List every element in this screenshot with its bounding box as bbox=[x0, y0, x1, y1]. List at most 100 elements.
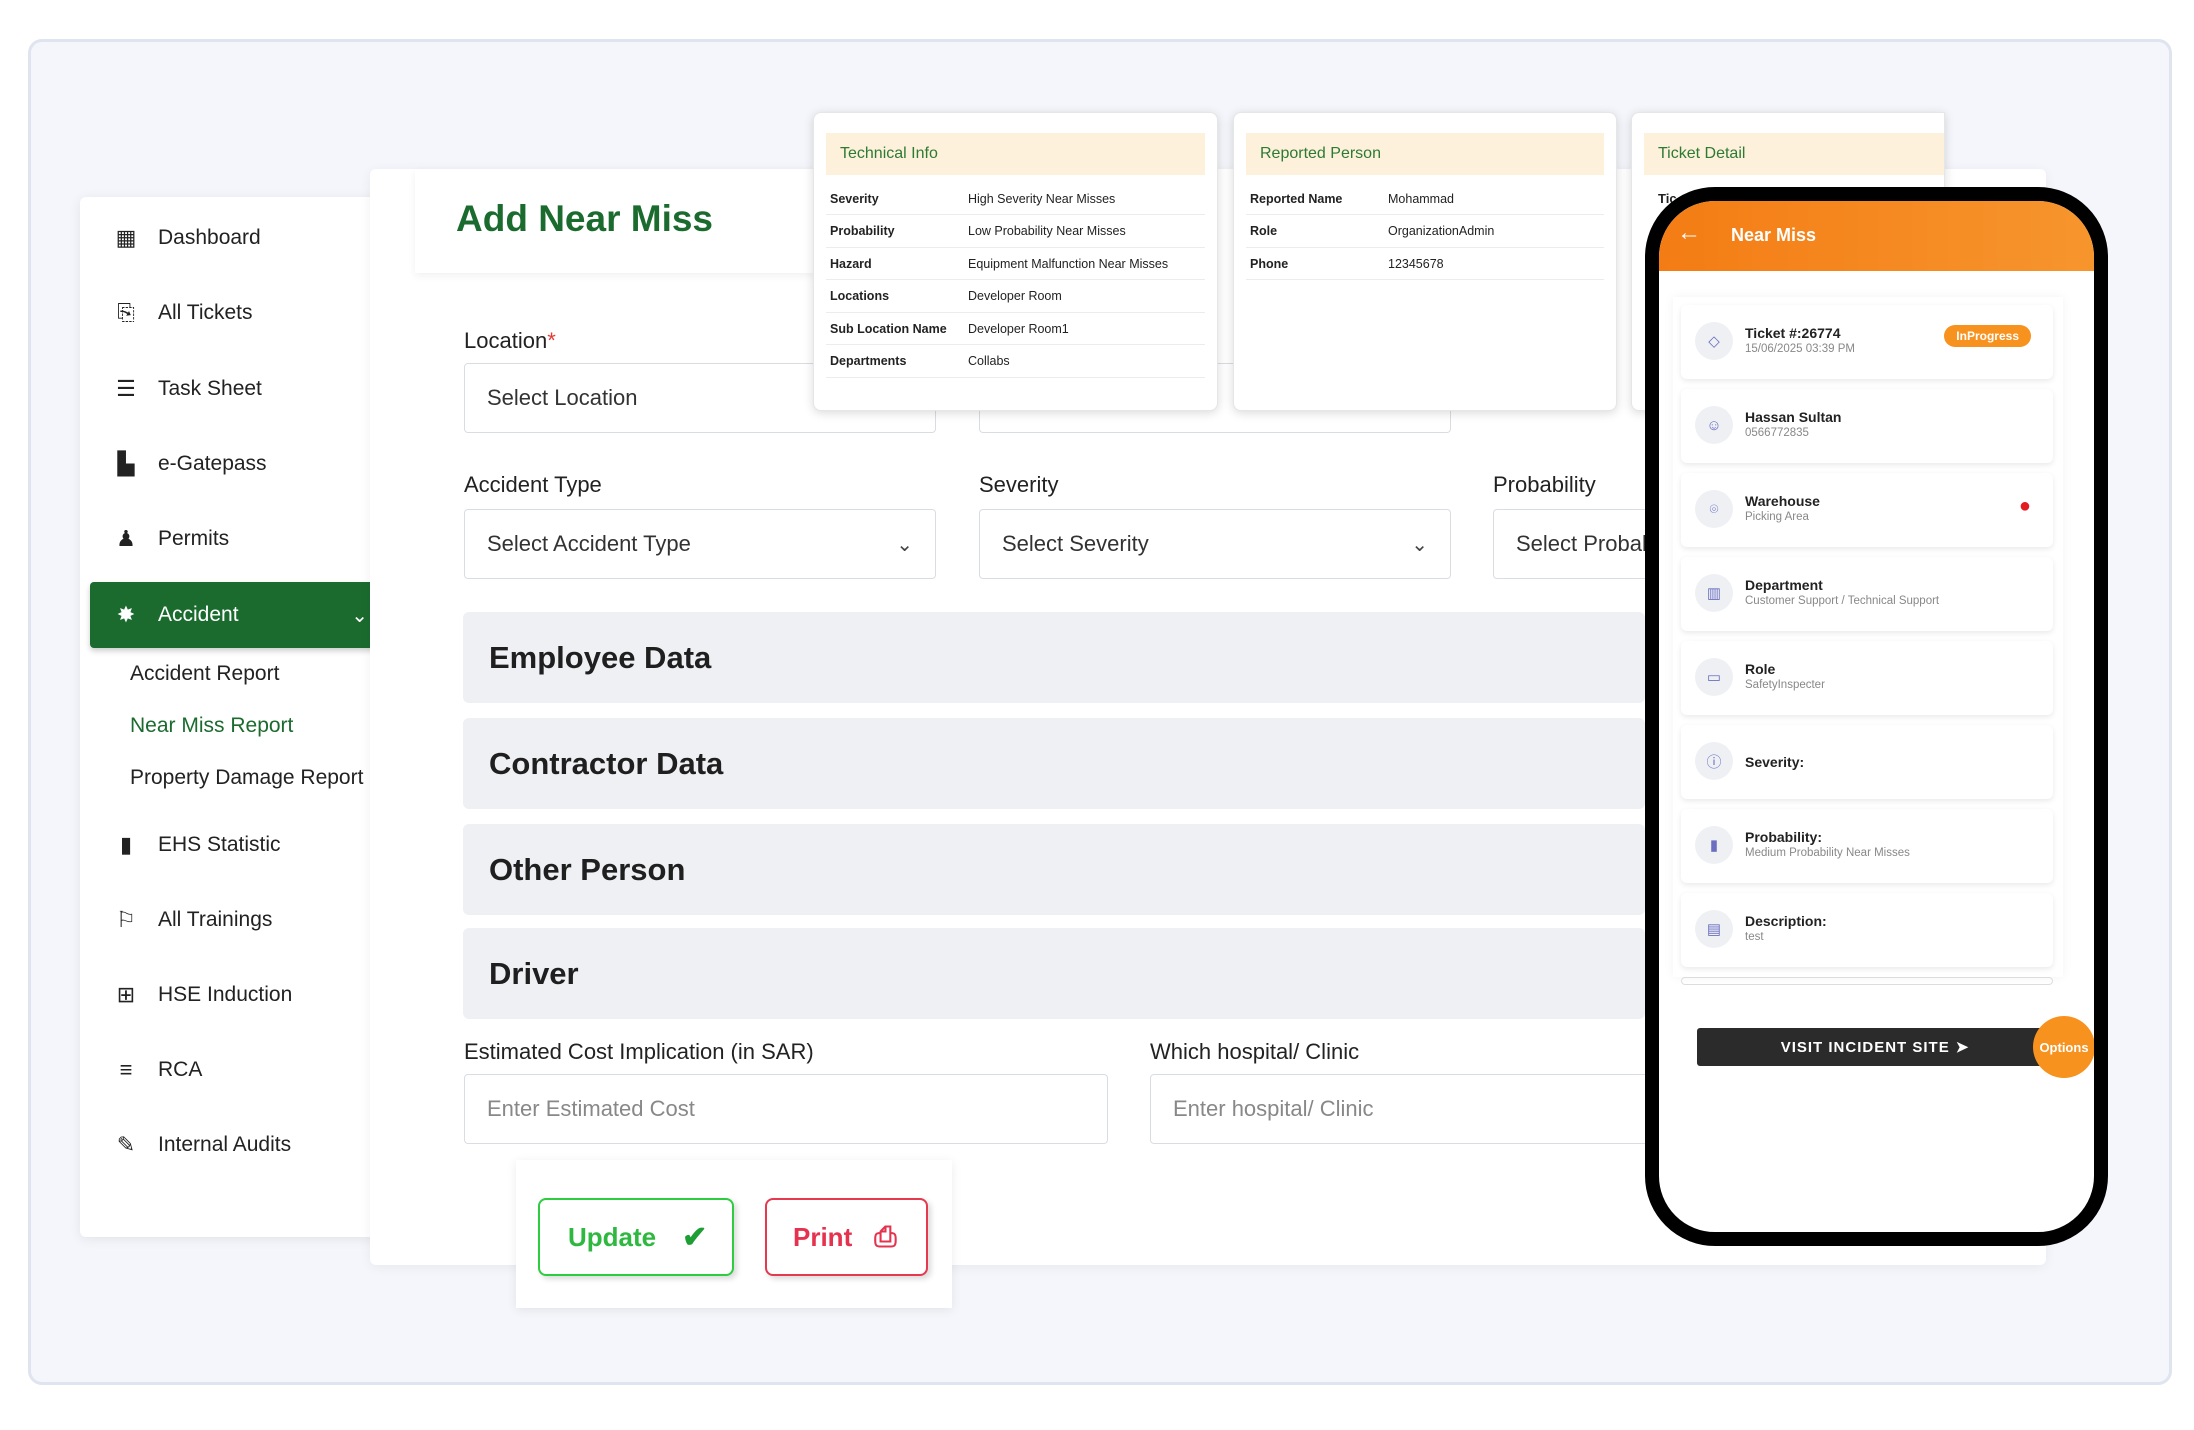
info-key: Severity bbox=[830, 191, 879, 206]
severity-label: Severity bbox=[979, 472, 1059, 497]
reported-person-card: Reported Person Reported Name Mohammad Rol… bbox=[1233, 112, 1617, 411]
info-row: Severity High Severity Near Misses bbox=[826, 183, 1205, 215]
phone-title: Near Miss bbox=[1731, 225, 1817, 245]
back-arrow-icon[interactable]: ← bbox=[1677, 219, 1701, 246]
info-row: Reported Name Mohammad bbox=[1246, 183, 1604, 215]
phone-info-card: ▤ Description: test bbox=[1681, 893, 2053, 967]
sidebar-item-task-sheet[interactable]: ☰Task Sheet› bbox=[80, 359, 415, 419]
phone-info-card: ▥ Department Customer Support / Technical … bbox=[1681, 557, 2053, 631]
section-other-person[interactable]: Other Person bbox=[463, 824, 1645, 915]
location-icon: ⌾ bbox=[1695, 490, 1733, 528]
location-label: Location* bbox=[464, 328, 556, 353]
sidebar-item-dashboard[interactable]: ▦Dashboard› bbox=[80, 208, 415, 268]
status-badge: InProgress bbox=[1944, 325, 2031, 347]
technical-info-card: Technical Info Severity High Severity Nea… bbox=[813, 112, 1218, 411]
card-subtitle: 15/06/2025 03:39 PM bbox=[1745, 343, 1855, 355]
page-title: Add Near Miss bbox=[456, 198, 714, 239]
card-title: Ticket #:26774 bbox=[1745, 325, 1841, 341]
options-button[interactable]: Options bbox=[2033, 1016, 2094, 1078]
gatepass-icon: ▙ bbox=[117, 451, 135, 476]
tickets-icon: ⎘ bbox=[117, 300, 135, 325]
ticket-icon: ◇ bbox=[1695, 322, 1733, 360]
info-row: Sub Location Name Developer Room1 bbox=[826, 313, 1205, 345]
accident-icon: ✸ bbox=[116, 602, 136, 627]
sidebar-item-permits[interactable]: ♟Permits› bbox=[80, 509, 415, 569]
ticket-detail-title: Ticket Detail bbox=[1644, 133, 1944, 175]
sidebar-item-hse-induction[interactable]: ⊞HSE Induction› bbox=[80, 965, 415, 1025]
info-value: Developer Room bbox=[968, 289, 1062, 303]
chevron-down-icon: ⌄ bbox=[896, 533, 913, 556]
info-value: Mohammad bbox=[1388, 191, 1454, 206]
phone-info-card: ▭ Role SafetyInspecter bbox=[1681, 641, 2053, 715]
update-button[interactable]: Update ✔ bbox=[538, 1198, 734, 1276]
card-title: Role bbox=[1745, 661, 1776, 677]
info-key: Hazard bbox=[830, 256, 872, 271]
info-key: Role bbox=[1250, 224, 1278, 238]
info-key: Departments bbox=[830, 354, 907, 368]
info-key: Sub Location Name bbox=[830, 321, 947, 336]
phone-header: ← Near Miss bbox=[1659, 201, 2094, 271]
info-key: Reported Name bbox=[1250, 191, 1343, 206]
phone-mockup: ← Near Miss ◇ Ticket #:26774 15/06/2025 03… bbox=[1645, 187, 2108, 1246]
info-key: Phone bbox=[1250, 256, 1289, 271]
sliders-icon: ≡ bbox=[119, 1057, 133, 1082]
section-driver[interactable]: Driver bbox=[463, 928, 1645, 1019]
navigate-arrow-icon: ➤ bbox=[1955, 1039, 1970, 1056]
sidebar-subitem-accident-report[interactable]: Accident Report bbox=[130, 662, 280, 685]
info-key: Locations bbox=[830, 289, 890, 303]
card-title: Severity: bbox=[1745, 754, 1805, 770]
hospital-input[interactable]: Enter hospital/ Clinic bbox=[1150, 1074, 1670, 1144]
accident-type-select[interactable]: Select Accident Type ⌄ bbox=[464, 509, 936, 579]
scrollbar[interactable] bbox=[1681, 977, 2053, 985]
phone-info-card: ◇ Ticket #:26774 15/06/2025 03:39 PM InProg… bbox=[1681, 305, 2053, 379]
pen-icon: ✎ bbox=[116, 1132, 136, 1157]
phone-info-card: ⓘ Severity: bbox=[1681, 725, 2053, 799]
section-employee-data[interactable]: Employee Data bbox=[463, 612, 1645, 703]
info-row: Departments Collabs bbox=[826, 346, 1205, 378]
cost-input[interactable]: Enter Estimated Cost bbox=[464, 1074, 1108, 1144]
check-icon: ✔ bbox=[682, 1220, 708, 1254]
info-row: Role OrganizationAdmin bbox=[1246, 216, 1604, 248]
task-sheet-icon: ☰ bbox=[116, 376, 136, 401]
info-row: Hazard Equipment Malfunction Near Misses bbox=[826, 248, 1205, 280]
info-value: 12345678 bbox=[1388, 256, 1444, 271]
sidebar-subitem-near-miss-report[interactable]: Near Miss Report bbox=[130, 714, 294, 737]
info-value: Collabs bbox=[968, 354, 1010, 368]
sidebar-item-all-trainings[interactable]: ⚐ All Trainings bbox=[80, 890, 415, 950]
card-title: Warehouse bbox=[1745, 493, 1820, 509]
card-subtitle: Customer Support / Technical Support bbox=[1745, 595, 1940, 607]
sidebar-item-rca[interactable]: ≡RCA› bbox=[80, 1040, 415, 1100]
map-pin-icon[interactable]: ● bbox=[2018, 495, 2031, 517]
bar-chart-icon: ▮ bbox=[1695, 826, 1733, 864]
card-subtitle: Picking Area bbox=[1745, 511, 1809, 523]
card-subtitle: 0566772835 bbox=[1745, 427, 1809, 439]
sidebar-item-e-gatepass[interactable]: ▙e-Gatepass› bbox=[80, 434, 415, 494]
sidebar-item-ehs-statistic[interactable]: ▮ EHS Statistic bbox=[80, 815, 415, 875]
severity-select[interactable]: Select Severity ⌄ bbox=[979, 509, 1451, 579]
card-subtitle: SafetyInspecter bbox=[1745, 679, 1825, 691]
reported-person-title: Reported Person bbox=[1246, 133, 1604, 175]
training-icon: ⚐ bbox=[116, 907, 136, 932]
document-icon: ▤ bbox=[1695, 910, 1733, 948]
table-grid-icon: ▦ bbox=[115, 225, 137, 250]
card-subtitle: test bbox=[1745, 931, 1764, 943]
info-value: Equipment Malfunction Near Misses bbox=[968, 256, 1169, 271]
printer-icon: ⎙ bbox=[874, 1220, 897, 1252]
info-value: Low Probability Near Misses bbox=[968, 224, 1126, 238]
card-subtitle: Medium Probability Near Misses bbox=[1745, 847, 1910, 859]
info-value: Developer Room1 bbox=[968, 321, 1069, 336]
sidebar-item-accident[interactable]: ✸ Accident ⌄ bbox=[90, 582, 398, 648]
section-contractor-data[interactable]: Contractor Data bbox=[463, 718, 1645, 809]
title-bar bbox=[415, 169, 815, 273]
visit-incident-site-button[interactable]: VISIT INCIDENT SITE ➤ bbox=[1697, 1028, 2053, 1066]
print-button[interactable]: Print ⎙ bbox=[765, 1198, 928, 1276]
sidebar-item-all-tickets[interactable]: ⎘All Tickets› bbox=[80, 283, 415, 343]
info-key: Probability bbox=[830, 224, 895, 238]
sidebar-item-internal-audits[interactable]: ✎Internal Audits› bbox=[80, 1115, 415, 1175]
info-row: Phone 12345678 bbox=[1246, 248, 1604, 280]
chevron-down-icon: ⌄ bbox=[1411, 533, 1428, 556]
briefcase-icon: ▭ bbox=[1695, 658, 1733, 696]
sidebar-subitem-property-damage-report[interactable]: Property Damage Report bbox=[130, 766, 364, 789]
card-title: Hassan Sultan bbox=[1745, 409, 1842, 425]
phone-info-card: ▮ Probability: Medium Probability Near Mis… bbox=[1681, 809, 2053, 883]
